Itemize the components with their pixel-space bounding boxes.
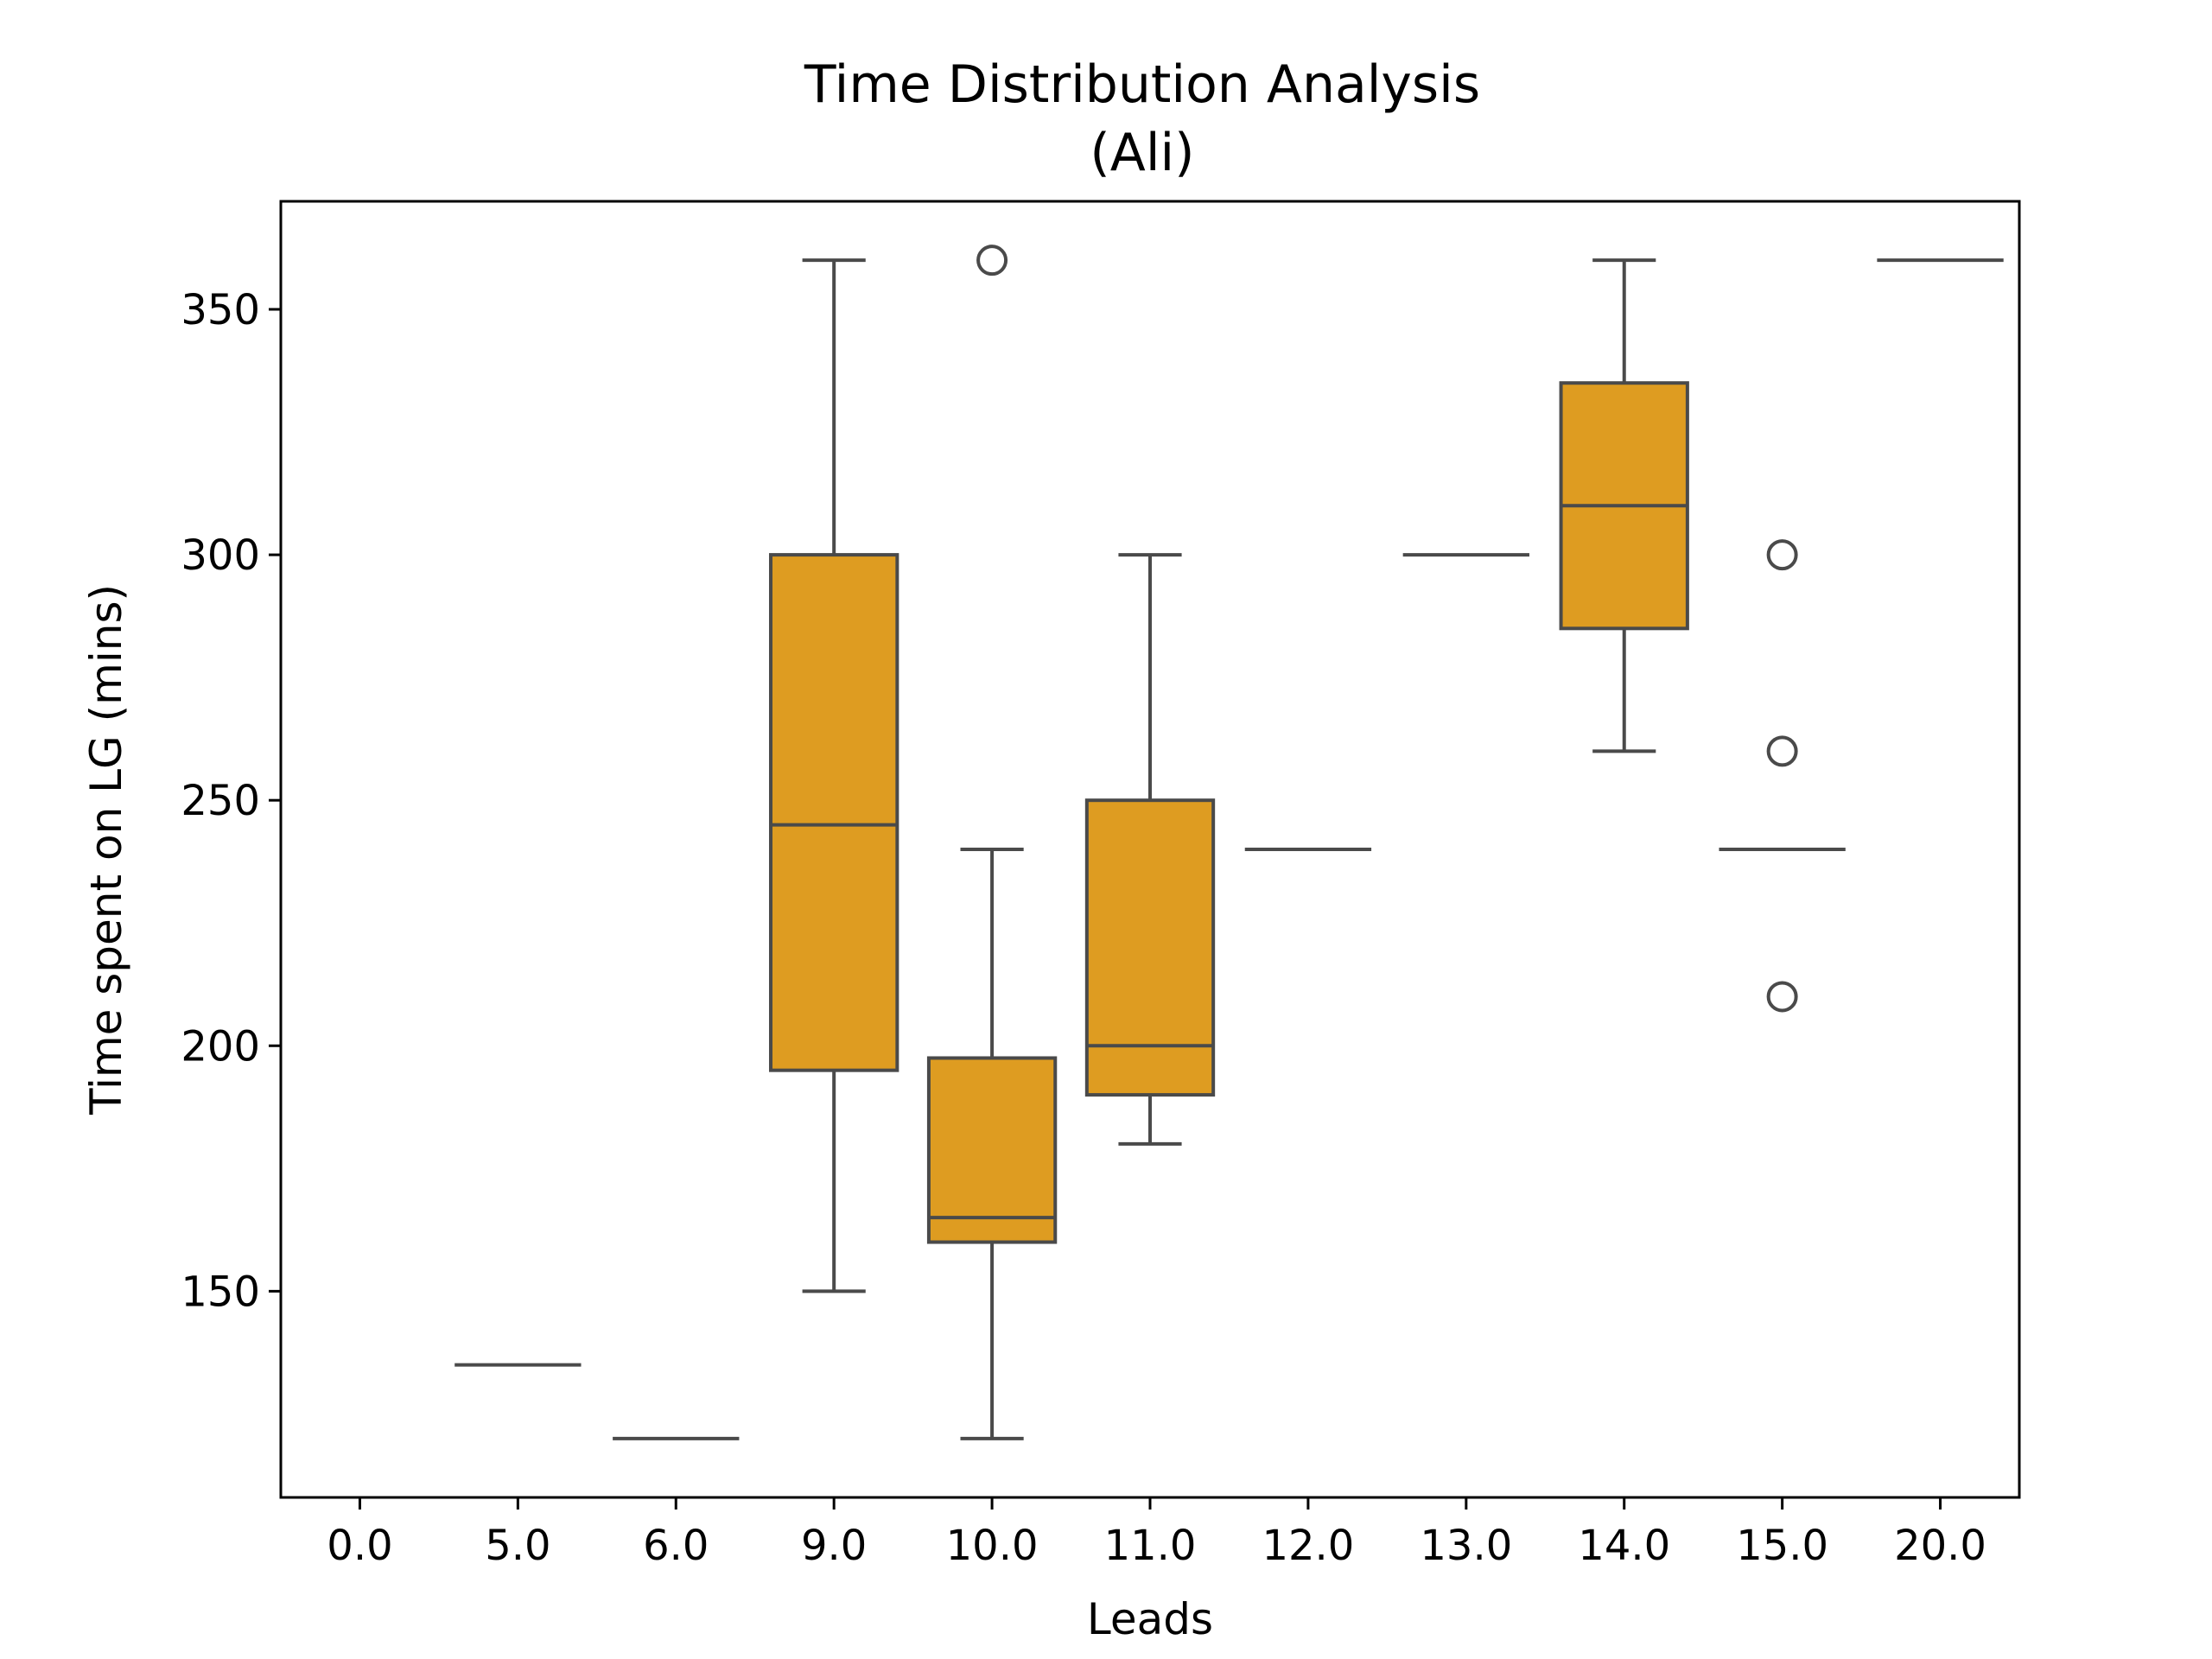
x-axis-ticks: 0.0 5.0 6.0 9.0 10.0 11.0 12.0 13.0 14.0 15.0 20.0 [327,1497,1986,1570]
box-14.0 [1559,258,1689,753]
y-tick-label: 300 [181,531,260,580]
x-tick-label: 20.0 [1894,1522,1986,1570]
box-body [926,1056,1058,1244]
x-axis-label: Leads [1087,1594,1213,1644]
plot-area [454,245,2004,1440]
outlier-point [1766,539,1798,571]
box-15.0 [1719,539,1846,1013]
outlier-point [1766,981,1798,1013]
x-tick-label: 6.0 [643,1522,709,1570]
box-10.0 [926,245,1058,1440]
x-tick-label: 12.0 [1262,1522,1354,1570]
box-body [769,553,899,1072]
x-tick-label: 11.0 [1104,1522,1197,1570]
chart-subtitle: (Ali) [1090,123,1194,183]
y-axis-label: Time spent on LG (mins) [81,584,131,1116]
y-tick-label: 250 [181,777,260,825]
x-tick-label: 10.0 [946,1522,1039,1570]
x-tick-label: 9.0 [801,1522,867,1570]
axes-frame [279,200,2021,1499]
y-tick-label: 200 [181,1022,260,1071]
x-tick-label: 13.0 [1420,1522,1512,1570]
y-tick-label: 350 [181,286,260,334]
x-tick-label: 15.0 [1736,1522,1828,1570]
box-9.0 [769,258,899,1294]
x-tick-label: 14.0 [1578,1522,1670,1570]
x-tick-label: 0.0 [327,1522,392,1570]
box-body [1084,798,1216,1097]
chart-title: Time Distribution Analysis [804,54,1480,115]
y-axis-ticks: 150 200 250 300 350 [181,286,281,1316]
box-11.0 [1084,553,1216,1146]
outlier-point [1766,735,1798,767]
x-tick-label: 5.0 [485,1522,550,1570]
outlier-point [976,245,1008,276]
y-tick-label: 150 [181,1268,260,1316]
